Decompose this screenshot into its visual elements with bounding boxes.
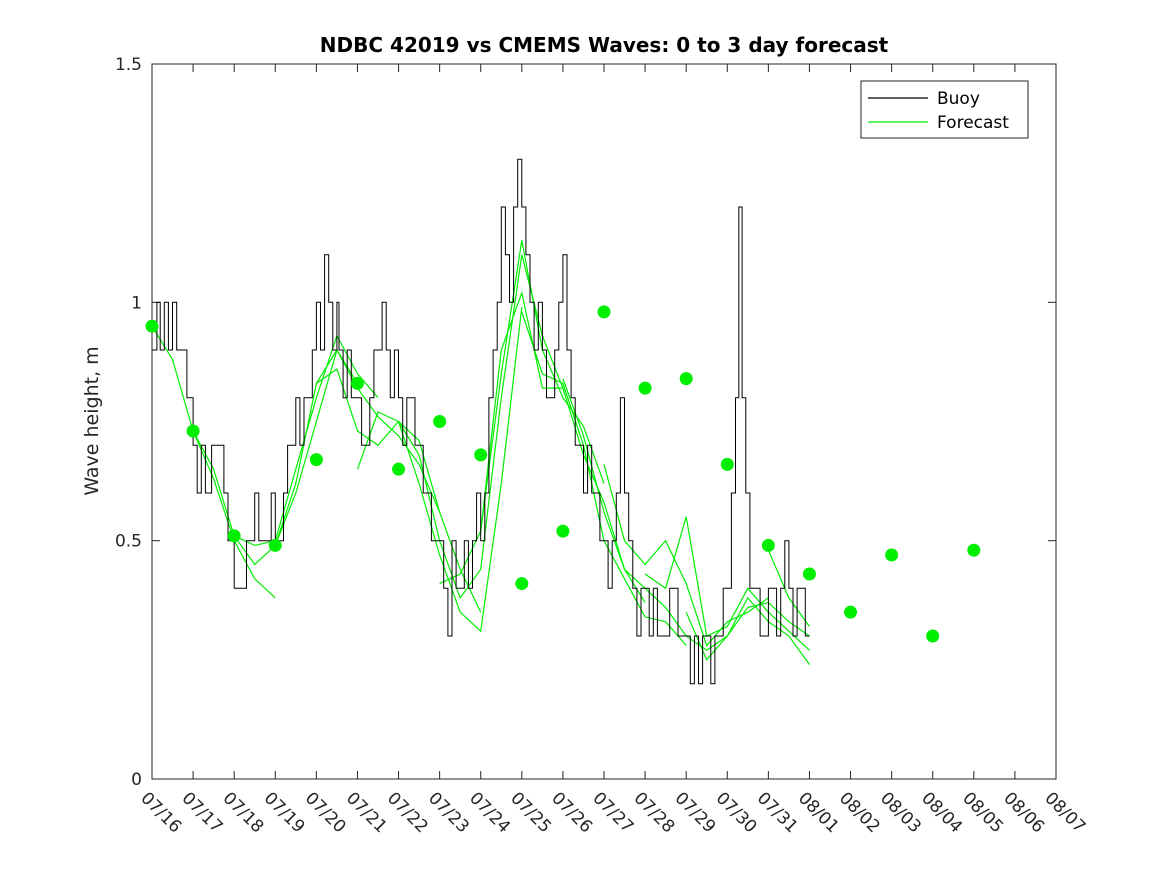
forecast-marker bbox=[433, 415, 447, 428]
y-tick-label: 0 bbox=[131, 770, 142, 790]
forecast-line bbox=[356, 307, 523, 633]
y-tick-label: 1.5 bbox=[115, 55, 142, 75]
y-tick-label: 0.5 bbox=[115, 532, 142, 552]
forecast-marker bbox=[720, 457, 734, 471]
y-axis-label: Wave height, m bbox=[81, 346, 103, 495]
forecast-marker bbox=[802, 567, 816, 581]
forecast-marker bbox=[350, 376, 364, 390]
forecast-marker bbox=[885, 548, 899, 562]
forecast-marker bbox=[926, 629, 940, 643]
forecast-line bbox=[603, 464, 769, 647]
forecast-marker bbox=[597, 305, 611, 319]
forecast-marker bbox=[761, 538, 775, 552]
legend: Buoy Forecast bbox=[860, 80, 1029, 139]
forecast-line bbox=[644, 516, 810, 651]
legend-label: Buoy bbox=[937, 89, 980, 109]
forecast-marker bbox=[967, 543, 981, 557]
forecast-marker bbox=[145, 319, 159, 333]
forecast-marker bbox=[844, 605, 858, 619]
forecast-marker bbox=[268, 538, 282, 552]
forecast-line bbox=[151, 325, 276, 599]
forecast-marker bbox=[515, 577, 529, 591]
legend-box bbox=[860, 80, 1029, 139]
forecast-line bbox=[767, 549, 810, 627]
forecast-marker bbox=[392, 462, 406, 476]
forecast-marker bbox=[309, 453, 323, 467]
forecast-marker bbox=[638, 381, 652, 395]
forecast-marker bbox=[556, 524, 570, 538]
forecast-marker bbox=[679, 372, 693, 386]
forecast-line bbox=[397, 254, 564, 600]
forecast-line bbox=[480, 290, 646, 603]
chart-title: NDBC 42019 vs CMEMS Waves: 0 to 3 day fo… bbox=[320, 33, 889, 57]
y-tick-label: 1 bbox=[131, 293, 142, 313]
forecast-marker bbox=[186, 424, 200, 438]
forecast-line bbox=[685, 601, 810, 661]
legend-label: Forecast bbox=[937, 113, 1009, 133]
forecast-marker bbox=[474, 448, 488, 462]
forecast-marker bbox=[227, 529, 241, 543]
